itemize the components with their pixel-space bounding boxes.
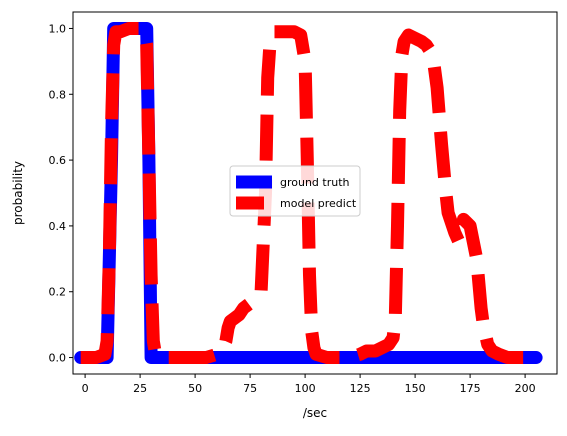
series-line-1: [80, 21, 532, 365]
y-tick-label: 0.4: [49, 220, 67, 233]
x-tick-label: 150: [405, 382, 426, 395]
y-axis-label: probability: [11, 161, 25, 225]
x-tick-label: 0: [82, 382, 89, 395]
x-tick-label: 75: [243, 382, 257, 395]
series-layer: [74, 21, 543, 365]
y-axis-ticks: 0.0 0.2 0.4 0.6 0.8 1.0: [49, 22, 73, 365]
legend-label: model predict: [280, 197, 357, 210]
x-tick-label: 25: [133, 382, 147, 395]
y-tick-label: 1.0: [49, 22, 67, 35]
x-axis-label: /sec: [303, 406, 327, 420]
x-axis-ticks: 0 25 50 75 100 125 150 175 200: [82, 374, 536, 395]
y-tick-label: 0.8: [49, 88, 67, 101]
y-tick-label: 0.6: [49, 154, 67, 167]
y-tick-label: 0.2: [49, 286, 67, 299]
plot-frame: [72, 11, 558, 375]
x-tick-label: 100: [295, 382, 316, 395]
x-tick-label: 200: [515, 382, 536, 395]
legend: ground truth model predict: [229, 165, 361, 217]
y-tick-label: 0.0: [49, 352, 67, 365]
x-tick-label: 125: [350, 382, 371, 395]
x-tick-label: 50: [188, 382, 202, 395]
x-tick-label: 175: [460, 382, 481, 395]
legend-label: ground truth: [280, 176, 350, 189]
